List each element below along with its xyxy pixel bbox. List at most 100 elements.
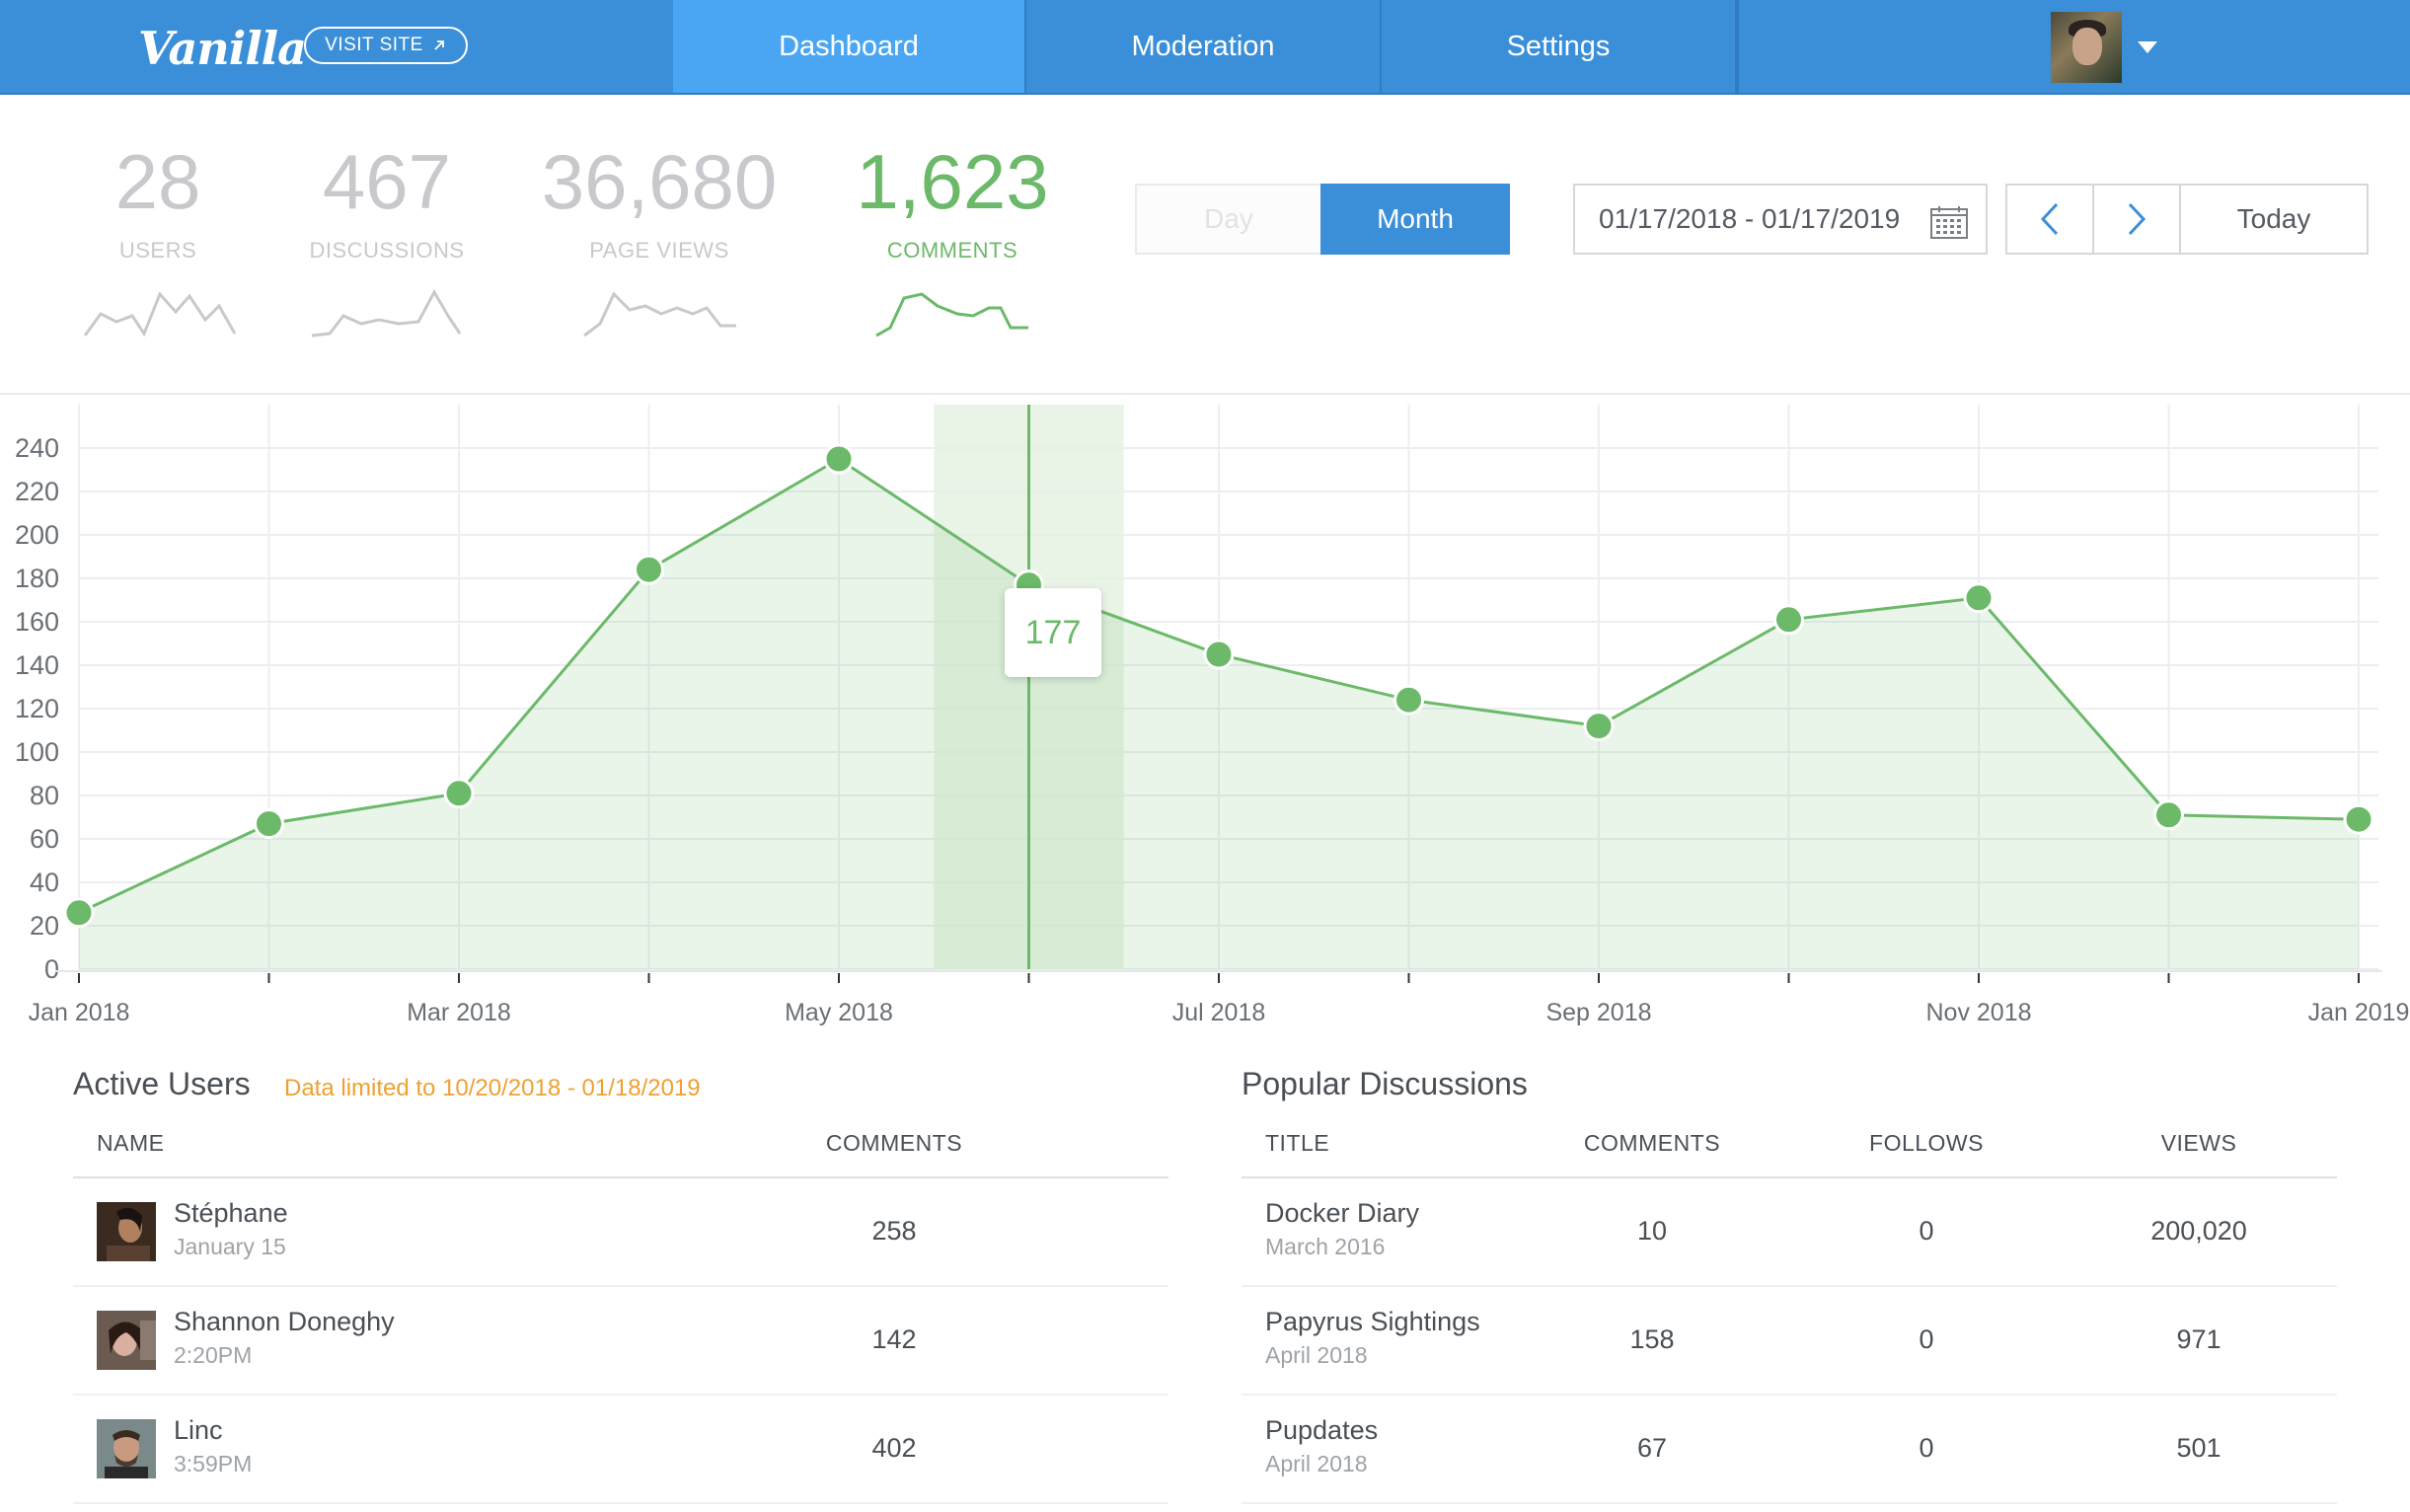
stat-discussions[interactable]: 467 DISCUSSIONS	[288, 143, 486, 264]
row-divider	[1242, 1394, 2337, 1396]
active-users-title: Active Users	[73, 1066, 251, 1101]
today-button[interactable]: Today	[2236, 203, 2311, 234]
user-name[interactable]: Shannon Doneghy	[174, 1307, 395, 1336]
y-tick-label: 20	[30, 911, 59, 941]
previous-period-button[interactable]	[2007, 186, 2094, 253]
y-tick-label: 160	[15, 607, 59, 637]
stat-page-views[interactable]: 36,680 PAGE VIEWS	[521, 143, 797, 264]
discussion-date: April 2018	[1265, 1342, 1368, 1368]
user-name[interactable]: Linc	[174, 1415, 223, 1445]
y-tick-label: 40	[30, 868, 59, 897]
row-divider	[73, 1394, 1168, 1396]
stat-value: 36,680	[541, 138, 778, 225]
comments-sparkline	[875, 292, 1028, 338]
stat-value: 28	[114, 138, 201, 225]
section-divider	[0, 393, 2410, 395]
y-tick-label: 120	[15, 694, 59, 723]
y-tick-label: 0	[44, 954, 59, 984]
user-comments: 142	[871, 1324, 917, 1354]
stat-value: 467	[322, 138, 452, 225]
y-tick-label: 180	[15, 564, 59, 593]
data-point	[1203, 639, 1235, 670]
stat-label: PAGE VIEWS	[589, 238, 729, 263]
discussion-follows: 0	[1919, 1433, 1934, 1463]
x-tick-label: Jan 2018	[29, 999, 130, 1026]
data-point	[634, 554, 664, 585]
user-date: 2:20PM	[174, 1342, 253, 1368]
tab-settings[interactable]: Settings	[1382, 0, 1737, 93]
data-point	[1963, 582, 1995, 614]
avatar[interactable]	[2051, 12, 2122, 83]
user-comments: 258	[871, 1216, 917, 1246]
row-divider	[73, 1285, 1168, 1287]
y-tick-label: 140	[15, 650, 59, 680]
discussion-follows: 0	[1919, 1216, 1934, 1246]
stat-comments[interactable]: 1,623 COMMENTS	[834, 143, 1071, 264]
stat-label: DISCUSSIONS	[309, 238, 465, 263]
next-period-button[interactable]	[2094, 186, 2181, 253]
x-tick-label: Nov 2018	[1925, 999, 2031, 1026]
column-header-views[interactable]: VIEWS	[2160, 1130, 2237, 1156]
y-tick-label: 200	[15, 520, 59, 550]
range-month-button[interactable]: Month	[1320, 184, 1510, 255]
column-header-follows[interactable]: FOLLOWS	[1869, 1130, 1984, 1156]
data-point	[63, 897, 95, 929]
y-tick-label: 240	[15, 433, 59, 463]
discussion-follows: 0	[1919, 1324, 1934, 1354]
discussion-title[interactable]: Docker Diary	[1265, 1198, 1420, 1228]
users-sparkline	[83, 291, 237, 338]
avatar[interactable]	[97, 1202, 156, 1261]
avatar[interactable]	[97, 1311, 156, 1370]
chart-tooltip: 177	[1005, 588, 1101, 677]
external-link-icon	[434, 40, 444, 50]
data-point	[2153, 799, 2184, 831]
date-pager: Today	[2005, 184, 2369, 255]
comments-chart[interactable]: 0 20 40 60 80 100 120 140 160 180 200 220 240 Jan 201…	[0, 395, 2410, 1036]
data-point	[823, 443, 855, 475]
x-tick-label: Jan 2019	[2308, 999, 2410, 1026]
user-name[interactable]: Stéphane	[174, 1198, 288, 1228]
x-tick-label: Sep 2018	[1545, 999, 1651, 1026]
row-divider	[73, 1502, 1168, 1504]
discussion-date: April 2018	[1265, 1451, 1368, 1476]
table-header-divider	[73, 1176, 1168, 1178]
discussion-comments: 10	[1636, 1216, 1668, 1246]
visit-site-button[interactable]: VISIT SITE	[304, 27, 468, 64]
chevron-left-icon	[2040, 202, 2059, 236]
calendar-icon[interactable]	[1930, 205, 1968, 239]
discussion-comments: 67	[1636, 1433, 1668, 1463]
column-header-title[interactable]: TITLE	[1265, 1130, 1330, 1156]
discussion-date: March 2016	[1265, 1234, 1386, 1259]
visit-site-label: VISIT SITE	[325, 35, 423, 55]
x-tick-label: Mar 2018	[407, 999, 511, 1026]
discussion-title[interactable]: Papyrus Sightings	[1265, 1307, 1480, 1336]
avatar[interactable]	[97, 1419, 156, 1478]
data-point	[1393, 684, 1424, 716]
tab-dashboard[interactable]: Dashboard	[673, 0, 1026, 93]
user-menu[interactable]	[1737, 0, 2410, 93]
x-tick-label: Jul 2018	[1172, 999, 1266, 1026]
user-comments: 402	[871, 1433, 917, 1463]
date-range-value: 01/17/2018 - 01/17/2019	[1599, 203, 1901, 234]
discussions-sparkline	[311, 288, 462, 338]
y-tick-label: 100	[15, 737, 59, 767]
date-range-input[interactable]: 01/17/2018 - 01/17/2019	[1573, 184, 1988, 255]
data-point	[254, 808, 284, 840]
row-divider	[1242, 1502, 2337, 1504]
top-navigation-bar: Vanilla VISIT SITE Dashboard Moderation …	[0, 0, 2410, 95]
user-date: January 15	[174, 1234, 286, 1259]
tab-moderation[interactable]: Moderation	[1026, 0, 1382, 93]
data-point	[1583, 711, 1615, 742]
data-point	[1773, 604, 1804, 636]
page-views-sparkline	[583, 291, 736, 338]
vanilla-logo[interactable]: Vanilla	[138, 22, 307, 75]
column-header-comments[interactable]: COMMENTS	[825, 1130, 963, 1156]
stat-users[interactable]: 28 USERS	[59, 143, 257, 264]
column-header-comments[interactable]: COMMENTS	[1583, 1130, 1721, 1156]
data-point	[443, 778, 475, 809]
discussion-title[interactable]: Pupdates	[1265, 1415, 1379, 1445]
column-header-name[interactable]: NAME	[97, 1130, 165, 1156]
chevron-down-icon[interactable]	[2138, 41, 2157, 53]
range-day-button[interactable]: Day	[1135, 184, 1320, 255]
discussion-views: 501	[2176, 1433, 2222, 1463]
